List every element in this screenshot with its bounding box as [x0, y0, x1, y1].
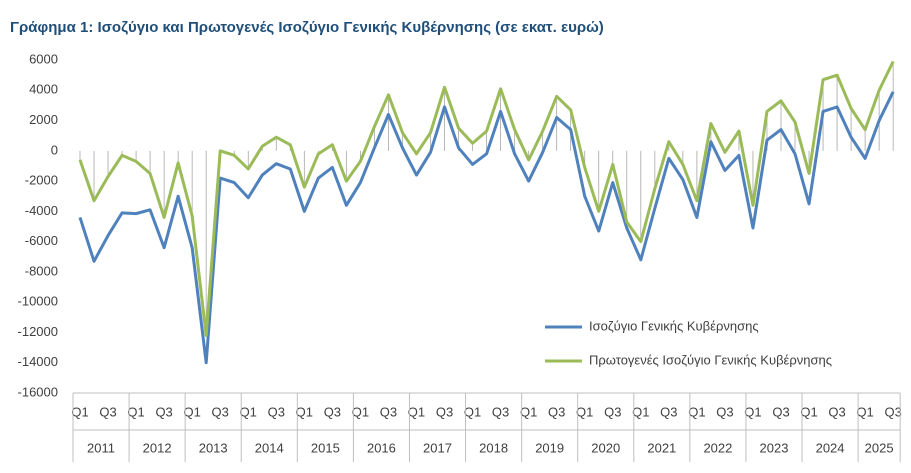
year-label: 2020 — [591, 440, 620, 455]
x-tick-label: Q1 — [576, 404, 593, 419]
year-label: 2013 — [199, 440, 228, 455]
x-tick-label: Q3 — [828, 404, 845, 419]
y-tick-label: 6000 — [29, 51, 58, 66]
x-tick-label: Q3 — [436, 404, 453, 419]
year-label: 2011 — [87, 440, 115, 455]
y-tick-label: 2000 — [29, 112, 58, 127]
y-tick-label: 4000 — [29, 82, 58, 97]
x-tick-label: Q1 — [520, 404, 537, 419]
year-label: 2023 — [760, 440, 789, 455]
chart-title: Γράφημα 1: Ισοζύγιο και Πρωτογενές Ισοζύ… — [10, 19, 604, 36]
year-label: 2016 — [367, 440, 396, 455]
year-label: 2012 — [143, 440, 172, 455]
year-label: 2024 — [816, 440, 845, 455]
x-tick-label: Q3 — [604, 404, 621, 419]
y-tick-label: -10000 — [18, 294, 58, 309]
x-tick-label: Q3 — [716, 404, 733, 419]
x-tick-label: Q1 — [800, 404, 817, 419]
x-tick-label: Q1 — [240, 404, 257, 419]
x-tick-label: Q1 — [127, 404, 144, 419]
year-label: 2014 — [255, 440, 284, 455]
x-tick-label: Q3 — [492, 404, 509, 419]
x-tick-label: Q3 — [884, 404, 901, 419]
x-tick-label: Q3 — [268, 404, 285, 419]
x-tick-label: Q1 — [71, 404, 88, 419]
x-tick-label: Q3 — [548, 404, 565, 419]
x-tick-label: Q1 — [632, 404, 649, 419]
x-tick-label: Q3 — [99, 404, 116, 419]
y-tick-label: -14000 — [18, 354, 58, 369]
year-label: 2019 — [535, 440, 564, 455]
x-tick-label: Q3 — [772, 404, 789, 419]
x-tick-label: Q1 — [744, 404, 761, 419]
x-tick-label: Q1 — [408, 404, 425, 419]
year-label: 2018 — [479, 440, 508, 455]
year-label: 2025 — [865, 440, 894, 455]
year-label: 2021 — [647, 440, 676, 455]
legend-label: Πρωτογενές Ισοζύγιο Γενικής Κυβέρνησης — [589, 352, 832, 367]
year-label: 2017 — [423, 440, 452, 455]
x-tick-label: Q1 — [183, 404, 200, 419]
year-label: 2022 — [703, 440, 732, 455]
x-tick-label: Q1 — [352, 404, 369, 419]
x-tick-label: Q1 — [856, 404, 873, 419]
legend-label: Ισοζύγιο Γενικής Κυβέρνησης — [589, 318, 759, 333]
x-tick-label: Q3 — [212, 404, 229, 419]
x-tick-label: Q1 — [688, 404, 705, 419]
y-tick-label: 0 — [51, 142, 58, 157]
x-tick-label: Q3 — [380, 404, 397, 419]
x-tick-label: Q3 — [324, 404, 341, 419]
x-tick-label: Q3 — [155, 404, 172, 419]
series-line — [78, 60, 895, 337]
y-tick-label: -6000 — [25, 233, 58, 248]
y-tick-label: -2000 — [25, 173, 58, 188]
year-label: 2015 — [311, 440, 340, 455]
y-tick-label: -8000 — [25, 263, 58, 278]
y-tick-label: -4000 — [25, 203, 58, 218]
x-tick-label: Q1 — [296, 404, 313, 419]
series-line — [78, 91, 895, 365]
x-tick-label: Q3 — [660, 404, 677, 419]
y-tick-label: -12000 — [18, 324, 58, 339]
x-tick-label: Q1 — [464, 404, 481, 419]
y-tick-label: -16000 — [18, 384, 58, 399]
